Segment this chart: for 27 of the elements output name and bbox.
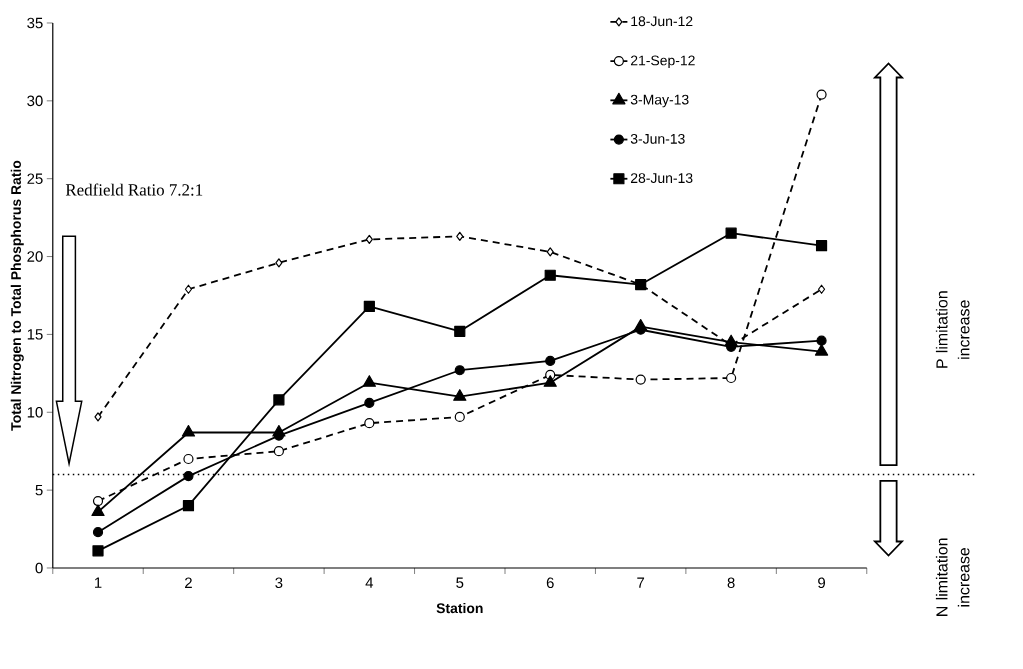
legend-label: 28-Jun-13 <box>630 173 693 184</box>
x-tick-label: 5 <box>456 577 464 588</box>
y-tick-label: 25 <box>27 173 43 184</box>
x-tick-label: 7 <box>637 577 645 588</box>
y-axis-title: Total Nitrogen to Total Phosphorus Ratio <box>10 160 24 431</box>
y-tick-label: 35 <box>27 17 43 29</box>
x-tick-label: 8 <box>727 577 735 589</box>
annotation: Redfield Ratio 7.2:1 <box>65 183 203 196</box>
x-tick-label: 3 <box>275 577 283 589</box>
x-axis-title: Station <box>436 602 483 614</box>
x-tick-label: 1 <box>94 577 102 588</box>
y-tick-label: 0 <box>35 562 43 574</box>
legend-label: 18-Jun-12 <box>631 16 693 27</box>
x-tick-label: 2 <box>185 577 192 588</box>
y-tick-label: 20 <box>27 251 43 262</box>
x-tick-label: 9 <box>818 577 825 589</box>
legend-label: 21-Sep-12 <box>630 55 695 69</box>
x-tick-label: 4 <box>365 577 374 588</box>
x-tick-label: 6 <box>546 577 554 589</box>
legend-label: 3-Jun-13 <box>630 133 685 144</box>
legend-label: 3-May-13 <box>630 94 689 108</box>
y-tick-label: 30 <box>27 95 43 107</box>
text: N limitation increase <box>935 538 970 616</box>
y-tick-label: 5 <box>35 484 43 496</box>
y-tick-label: 10 <box>27 406 43 418</box>
y-tick-label: 15 <box>27 329 43 340</box>
text: P limitation increase <box>935 291 970 368</box>
